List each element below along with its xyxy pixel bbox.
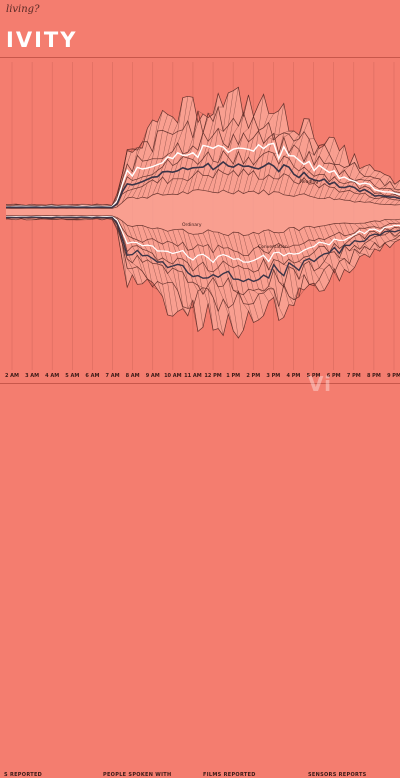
x-tick-label: 1 PM — [226, 373, 240, 379]
x-tick-label: 11 AM — [184, 373, 202, 379]
footer-panel-label: FILMS REPORTED — [203, 772, 256, 778]
stream-annotation: Reading — [300, 179, 318, 185]
x-tick-label: 12 PM — [204, 373, 221, 379]
x-tick-label: 2 PM — [246, 373, 260, 379]
footer-panel-label: SENSORS REPORTS — [308, 772, 367, 778]
x-tick-label: 4 AM — [45, 373, 59, 379]
x-tick-label: 3 AM — [25, 373, 39, 379]
x-tick-label: 2 AM — [5, 373, 19, 379]
stream-annotation: Ordinary — [182, 222, 202, 228]
stream-body — [6, 87, 400, 338]
x-tick-label: 4 PM — [287, 373, 301, 379]
x-tick-label: 6 AM — [85, 373, 99, 379]
x-tick-label: 8 PM — [367, 373, 381, 379]
footer-panel-label: PEOPLE SPOKEN WITH — [103, 772, 171, 778]
watermark-text: Vi — [308, 372, 332, 396]
footer-panel-label: S REPORTED — [4, 772, 42, 778]
x-tick-label: 10 AM — [164, 373, 182, 379]
x-tick-label: 5 AM — [65, 373, 79, 379]
x-tick-label: 3 PM — [266, 373, 280, 379]
footer: S REPORTED PEOPLE SPOKEN WITH FILMS REPO… — [0, 382, 400, 400]
x-tick-label: 9 PM — [387, 373, 400, 379]
x-tick-label: 9 AM — [146, 373, 160, 379]
x-tick-label: 7 PM — [347, 373, 361, 379]
x-tick-label: 8 AM — [126, 373, 140, 379]
x-tick-label: 7 AM — [105, 373, 119, 379]
stream-annotation: Conversation — [258, 244, 288, 250]
